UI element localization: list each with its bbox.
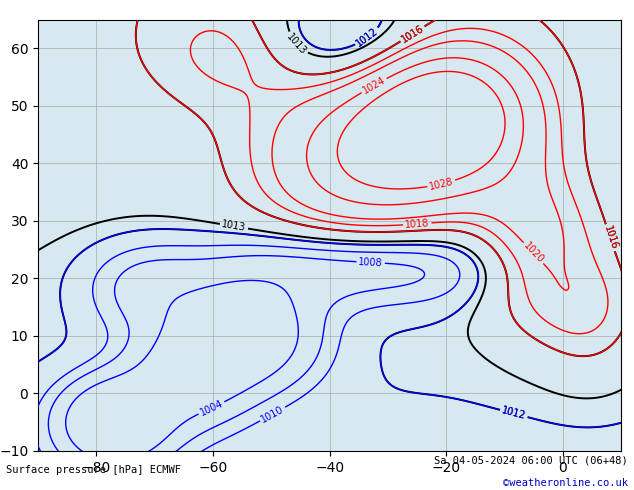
Text: 1012: 1012 [501, 406, 527, 421]
Text: 1012: 1012 [354, 26, 380, 49]
Text: Sa 04-05-2024 06:00 UTC (06+48): Sa 04-05-2024 06:00 UTC (06+48) [434, 456, 628, 466]
Text: Surface pressure [hPa] ECMWF: Surface pressure [hPa] ECMWF [6, 466, 181, 475]
Text: 1020: 1020 [521, 241, 546, 266]
Text: 1004: 1004 [198, 398, 224, 418]
Text: 1016: 1016 [602, 224, 619, 251]
Text: 1012: 1012 [354, 26, 380, 49]
Text: 1013: 1013 [221, 220, 247, 233]
Text: 1016: 1016 [399, 23, 425, 45]
Text: 1013: 1013 [285, 31, 309, 56]
Text: 1024: 1024 [361, 75, 387, 96]
Text: 1016: 1016 [399, 23, 425, 45]
Text: 1028: 1028 [428, 176, 455, 192]
Text: 1010: 1010 [259, 404, 286, 424]
Text: 1012: 1012 [501, 406, 527, 421]
Text: ©weatheronline.co.uk: ©weatheronline.co.uk [503, 478, 628, 488]
Text: 1008: 1008 [358, 257, 383, 268]
Text: 1016: 1016 [602, 224, 619, 251]
Text: 1018: 1018 [404, 218, 430, 230]
